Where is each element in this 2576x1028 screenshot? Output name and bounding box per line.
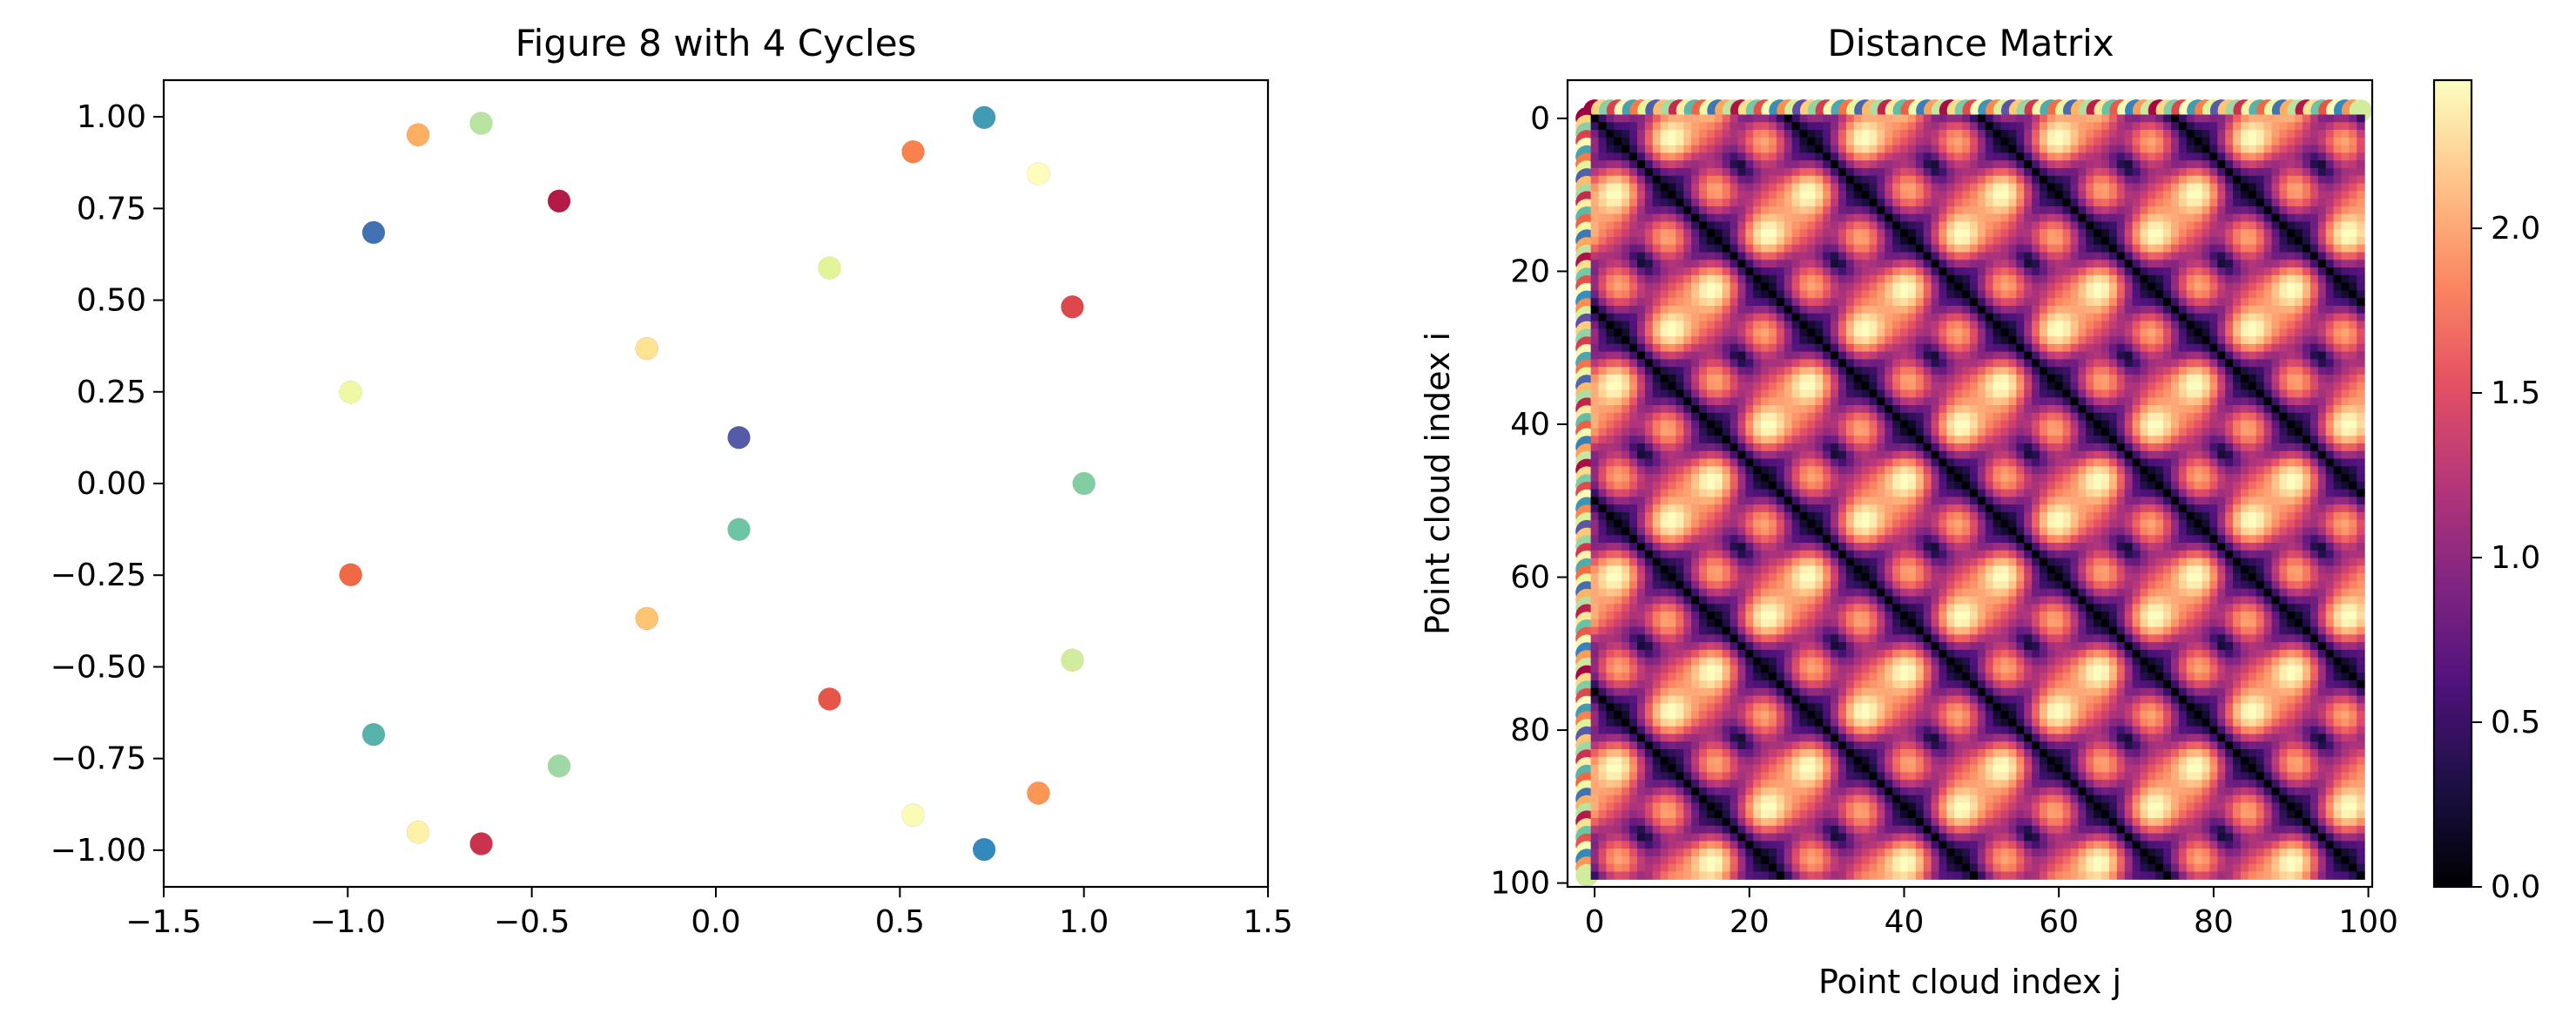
heatmap-title: Distance Matrix xyxy=(1827,22,2114,64)
scatter-y-tick-label: 0.25 xyxy=(77,375,146,410)
scatter-point xyxy=(362,220,385,244)
heatmap-x-axis: 0 20 40 60 80 100 xyxy=(1585,887,2398,940)
heatmap-cells xyxy=(1590,114,2365,880)
scatter-x-tick-label: 1.5 xyxy=(1243,904,1292,940)
scatter-point xyxy=(901,803,925,827)
heatmap-ylabel: Point cloud index i xyxy=(1419,332,1457,635)
scatter-y-tick-label: −0.50 xyxy=(51,649,146,685)
scatter-points xyxy=(339,105,1096,862)
scatter-x-axis: −1.5 −1.0 −0.5 0.0 0.5 1.0 1.5 xyxy=(125,887,1293,940)
scatter-chart: Figure 8 with 4 Cycles −1.5 −1.0 −0.5 0.0 0.… xyxy=(51,22,1293,940)
colorbar-axis: 0.0 0.5 1.0 1.5 2.0 xyxy=(2471,211,2540,905)
scatter-point xyxy=(407,123,430,146)
scatter-point xyxy=(1072,472,1096,495)
scatter-x-tick-label: 0.0 xyxy=(691,904,740,940)
scatter-y-tick-label: 0.50 xyxy=(77,283,146,319)
heatmap-y-tick-label: 20 xyxy=(1510,254,1550,289)
colorbar-tick-label: 0.5 xyxy=(2491,705,2540,741)
heatmap-xlabel: Point cloud index j xyxy=(1818,963,2121,1001)
scatter-point xyxy=(818,256,841,280)
colorbar-tick-label: 1.0 xyxy=(2491,540,2540,576)
heatmap-x-tick-label: 0 xyxy=(1585,904,1605,940)
heatmap-x-tick-label: 60 xyxy=(2039,904,2079,940)
scatter-x-tick-label: −0.5 xyxy=(494,904,570,940)
colorbar-tick-label: 2.0 xyxy=(2491,211,2540,247)
scatter-title: Figure 8 with 4 Cycles xyxy=(516,22,917,64)
scatter-point xyxy=(339,381,362,404)
colorbar-tick-label: 1.5 xyxy=(2491,375,2540,411)
scatter-point xyxy=(973,105,996,129)
scatter-point xyxy=(548,754,570,778)
scatter-x-tick-label: 0.5 xyxy=(875,904,925,940)
scatter-y-tick-label: −0.25 xyxy=(51,558,146,593)
heatmap-x-tick-label: 100 xyxy=(2338,904,2398,940)
scatter-point xyxy=(727,517,751,541)
scatter-point xyxy=(339,563,362,586)
scatter-point xyxy=(973,838,996,862)
scatter-point xyxy=(818,687,841,711)
scatter-frame xyxy=(162,78,1270,889)
scatter-x-tick-label: 1.0 xyxy=(1059,904,1109,940)
scatter-y-tick-label: −1.00 xyxy=(51,833,146,869)
colorbar-tick-label: 0.0 xyxy=(2491,869,2540,905)
heatmap-y-tick-label: 40 xyxy=(1510,407,1550,443)
scatter-point xyxy=(1027,162,1050,186)
heatmap-y-axis: 0 20 40 60 80 100 xyxy=(1490,101,1568,902)
scatter-point xyxy=(1061,648,1084,672)
heatmap-x-tick-label: 40 xyxy=(1885,904,1925,940)
scatter-point xyxy=(901,140,925,164)
scatter-y-tick-label: 1.00 xyxy=(77,99,146,135)
heatmap-chart: Distance Matrix 0 20 40 60 80 100 0 20 40 60 80 10… xyxy=(1419,22,2398,1001)
scatter-point xyxy=(469,832,493,856)
scatter-point xyxy=(469,112,493,135)
scatter-point xyxy=(635,337,658,361)
colorbar: 0.0 0.5 1.0 1.5 2.0 xyxy=(2432,78,2540,905)
scatter-x-tick-label: −1.0 xyxy=(310,904,386,940)
heatmap-x-tick-label: 80 xyxy=(2194,904,2234,940)
scatter-y-tick-label: −0.75 xyxy=(51,741,146,777)
heatmap-x-tick-label: 20 xyxy=(1730,904,1770,940)
heatmap-y-tick-label: 80 xyxy=(1510,713,1550,748)
scatter-point xyxy=(1061,295,1084,319)
scatter-x-tick-label: −1.5 xyxy=(125,904,201,940)
scatter-point xyxy=(727,426,751,450)
scatter-point xyxy=(407,821,430,844)
scatter-y-axis: −1.00 −0.75 −0.50 −0.25 0.00 0.25 0.50 0.75 1.00 xyxy=(51,99,164,869)
heatmap-y-tick-label: 100 xyxy=(1490,866,1550,902)
scatter-y-tick-label: 0.00 xyxy=(77,466,146,502)
colorbar-gradient xyxy=(2434,80,2471,888)
heatmap-y-tick-label: 0 xyxy=(1530,101,1550,137)
scatter-point xyxy=(635,606,658,630)
heatmap-y-tick-label: 60 xyxy=(1510,560,1550,596)
scatter-point xyxy=(1027,781,1050,805)
scatter-y-tick-label: 0.75 xyxy=(77,191,146,227)
colorbar-frame xyxy=(2432,78,2473,889)
scatter-point xyxy=(362,723,385,747)
heatmap-frame xyxy=(1566,78,2374,889)
scatter-point xyxy=(548,189,570,213)
